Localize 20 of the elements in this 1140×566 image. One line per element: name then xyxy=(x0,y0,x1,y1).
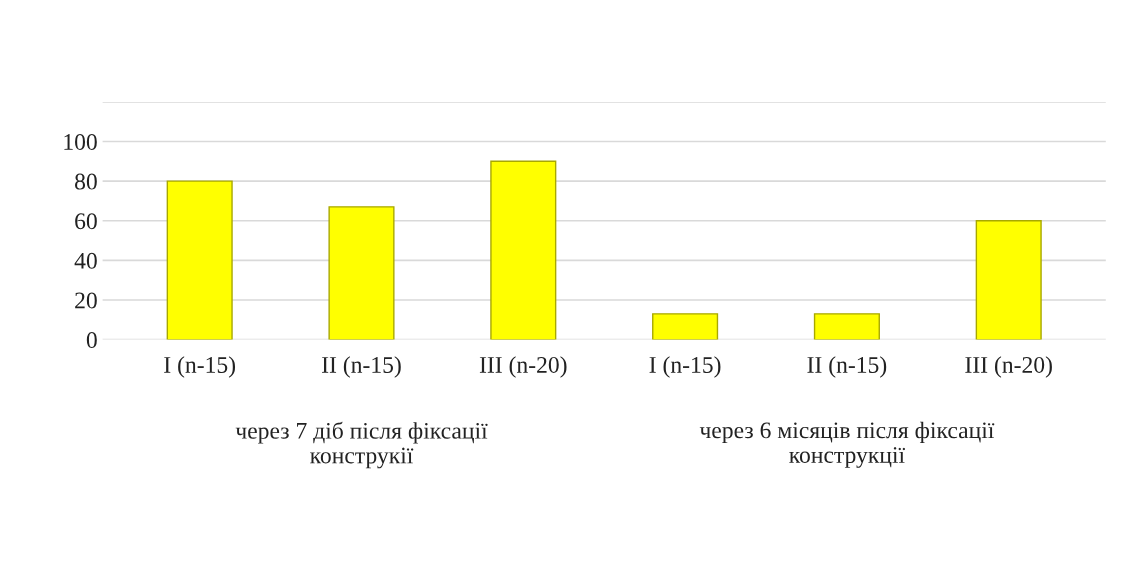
bar xyxy=(652,313,719,340)
x-tick-label: III (n-20) xyxy=(479,356,567,378)
x-tick-label: III (n-20) xyxy=(965,356,1052,378)
y-tick-label: 80 xyxy=(75,173,97,190)
bar xyxy=(328,206,395,340)
y-tick-label: 20 xyxy=(75,292,97,309)
bar xyxy=(166,180,233,340)
bar xyxy=(975,220,1042,340)
y-tick-label: 40 xyxy=(74,252,97,269)
bar xyxy=(490,160,557,340)
x-tick-label: II (n-15) xyxy=(807,356,887,378)
text: через 7 діб після фіксації конструкії xyxy=(235,421,488,469)
y-tick-label: 0 xyxy=(86,332,97,349)
y-tick-label: 100 xyxy=(64,133,97,150)
x-tick-label: I (n-15) xyxy=(649,356,721,378)
bar xyxy=(813,313,880,340)
x-tick-label: I (n-15) xyxy=(164,356,236,378)
x-tick-label: II (n-15) xyxy=(322,356,401,378)
y-tick-label: 60 xyxy=(75,213,97,230)
text: через 6 місяців після фіксації конструкції xyxy=(699,421,995,468)
